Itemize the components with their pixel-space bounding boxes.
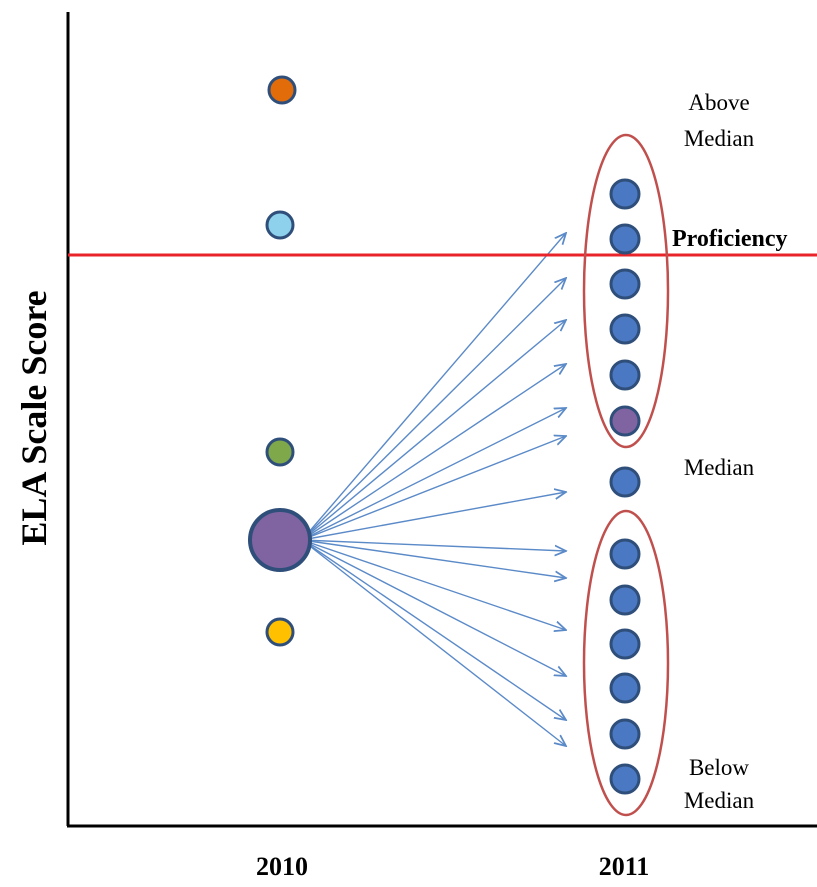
y-axis-label: ELA Scale Score — [14, 290, 54, 545]
below-median-label-line2: Median — [684, 788, 755, 813]
student-2011-dot — [609, 359, 641, 391]
growth-arrow — [301, 436, 566, 541]
growth-arrow — [301, 539, 566, 746]
growth-arrow — [301, 364, 566, 541]
student-2011-dot — [609, 628, 641, 660]
growth-arrow — [301, 539, 566, 720]
above-median-label-line2: Median — [684, 126, 755, 151]
growth-arrow — [301, 539, 566, 676]
growth-arrow — [301, 492, 566, 541]
student-2010-purple-dot — [248, 508, 312, 572]
student-2010-yellow-dot — [265, 617, 295, 647]
students-2010 — [248, 75, 312, 647]
student-2011-dot — [609, 313, 641, 345]
student-2011-dot — [609, 223, 641, 255]
student-2011-dot — [609, 672, 641, 704]
growth-arrow — [301, 408, 566, 541]
student-2011-dot — [609, 178, 641, 210]
proficiency-label: Proficiency — [672, 226, 788, 252]
below-median-ellipse — [582, 509, 670, 817]
growth-arrow — [301, 233, 566, 541]
student-2011-dot — [609, 538, 641, 570]
growth-arrow — [301, 539, 566, 630]
above-median-ellipse — [582, 133, 670, 449]
student-2011-dot — [609, 718, 641, 750]
growth-arrow — [301, 539, 566, 551]
growth-arrows — [301, 233, 566, 746]
growth-arrow — [301, 278, 566, 541]
student-2010-orange-dot — [267, 75, 297, 105]
growth-arrow — [301, 539, 566, 578]
highlighted-student-2011-dot — [609, 405, 641, 437]
below-median-label-line1: Below — [689, 755, 749, 780]
x-tick-2011: 2011 — [599, 852, 650, 881]
x-tick-2010: 2010 — [256, 852, 308, 881]
student-2011-dot — [609, 466, 641, 498]
students-2011 — [609, 178, 641, 795]
student-2011-dot — [609, 268, 641, 300]
median-label: Median — [684, 455, 755, 480]
growth-arrow — [301, 320, 566, 541]
student-2010-lightblue-dot — [265, 210, 295, 240]
student-2011-dot — [609, 584, 641, 616]
above-median-label-line1: Above — [688, 90, 749, 115]
student-2011-dot — [609, 763, 641, 795]
student-2010-green-dot — [265, 437, 295, 467]
